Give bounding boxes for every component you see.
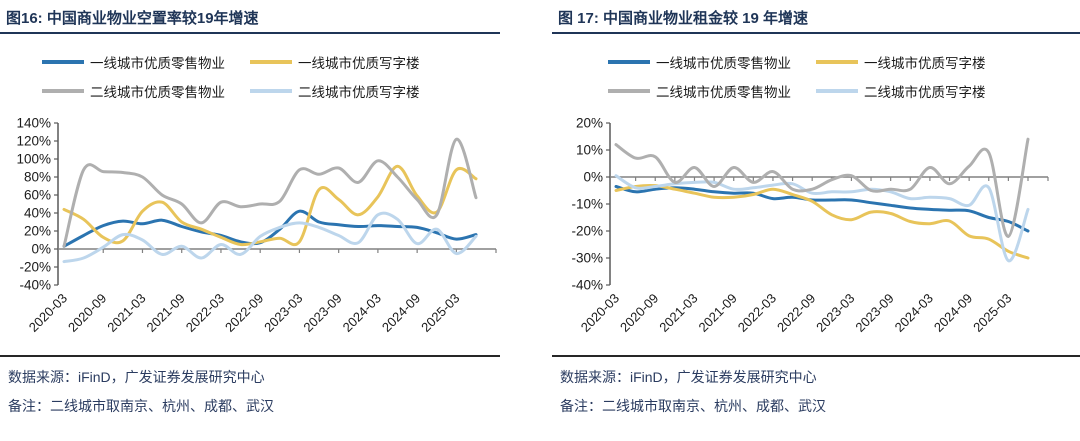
- legend-item-tier2-retail: 二线城市优质零售物业: [608, 81, 816, 101]
- svg-text:-40%: -40%: [571, 278, 603, 293]
- legend-label: 一线城市优质零售物业: [656, 56, 791, 71]
- figure-17-chart: 20%10%0%-10%-20%-30%-40%2020-032020-0920…: [571, 116, 1049, 335]
- svg-text:60%: 60%: [24, 188, 51, 203]
- note-line: 备注：二线城市取南京、杭州、成都、武汉: [560, 398, 826, 414]
- figure-17-title: 图 17: 中国商业物业租金较 19 年增速: [558, 10, 809, 27]
- legend-row: 一线城市优质零售物业 一线城市优质写字楼: [42, 52, 458, 72]
- svg-text:2024-03: 2024-03: [892, 291, 936, 335]
- svg-text:0%: 0%: [583, 170, 603, 185]
- svg-text:2022-09: 2022-09: [774, 291, 818, 335]
- legend-item-tier1-retail: 一线城市优质零售物业: [42, 52, 250, 72]
- svg-text:2025-03: 2025-03: [418, 291, 462, 335]
- legend-label: 二线城市优质写字楼: [864, 85, 986, 100]
- data-source-line: 数据来源：iFinD，广发证券发展研究中心: [8, 369, 265, 385]
- legend-item-tier2-office: 二线城市优质写字楼: [250, 81, 458, 101]
- svg-text:2020-03: 2020-03: [578, 291, 622, 335]
- legend-label: 二线城市优质写字楼: [298, 85, 420, 100]
- figure-17-legend: 一线城市优质零售物业 一线城市优质写字楼 二线城市优质零售物业 二线城市优质写字…: [552, 52, 1080, 101]
- svg-text:-30%: -30%: [571, 251, 603, 266]
- svg-text:2021-09: 2021-09: [143, 291, 187, 335]
- svg-text:2020-09: 2020-09: [617, 291, 661, 335]
- note-line: 备注：二线城市取南京、杭州、成都、武汉: [8, 398, 274, 414]
- tier1-retail-line-swatch: [608, 60, 650, 64]
- svg-text:2022-03: 2022-03: [183, 291, 227, 335]
- legend-row: 二线城市优质零售物业 二线城市优质写字楼: [608, 81, 1024, 101]
- svg-text:-20%: -20%: [571, 224, 603, 239]
- legend-item-tier2-office: 二线城市优质写字楼: [816, 81, 1024, 101]
- svg-text:2021-03: 2021-03: [104, 291, 148, 335]
- tier1-office-line-swatch: [250, 60, 292, 64]
- legend-label: 二线城市优质零售物业: [656, 85, 791, 100]
- svg-text:140%: 140%: [16, 116, 51, 131]
- svg-text:2021-03: 2021-03: [656, 291, 700, 335]
- legend-label: 二线城市优质零售物业: [90, 85, 225, 100]
- title-underline: [0, 32, 500, 34]
- tier2-office-line-swatch: [250, 89, 292, 93]
- legend-item-tier1-office: 一线城市优质写字楼: [250, 52, 458, 72]
- tier1-office-line-swatch: [816, 60, 858, 64]
- svg-text:20%: 20%: [24, 224, 51, 239]
- legend-row: 二线城市优质零售物业 二线城市优质写字楼: [42, 81, 458, 101]
- legend-label: 一线城市优质写字楼: [864, 56, 986, 71]
- legend-item-tier1-retail: 一线城市优质零售物业: [608, 52, 816, 72]
- svg-text:2025-03: 2025-03: [970, 291, 1014, 335]
- svg-text:2024-03: 2024-03: [340, 291, 384, 335]
- legend-row: 一线城市优质零售物业 一线城市优质写字楼: [608, 52, 1024, 72]
- svg-text:10%: 10%: [576, 143, 603, 158]
- legend-label: 一线城市优质写字楼: [298, 56, 420, 71]
- svg-text:2023-09: 2023-09: [852, 291, 896, 335]
- svg-text:2023-03: 2023-03: [261, 291, 305, 335]
- figure-16-panel: 图16: 中国商业物业空置率较19年增速 一线城市优质零售物业 一线城市优质写字…: [0, 0, 500, 416]
- svg-text:2020-09: 2020-09: [65, 291, 109, 335]
- svg-text:40%: 40%: [24, 206, 51, 221]
- svg-text:-40%: -40%: [19, 278, 51, 293]
- legend-item-tier2-retail: 二线城市优质零售物业: [42, 81, 250, 101]
- legend-item-tier1-office: 一线城市优质写字楼: [816, 52, 1024, 72]
- tier2-retail-line-swatch: [608, 89, 650, 93]
- svg-text:0%: 0%: [31, 242, 51, 257]
- svg-text:2020-03: 2020-03: [26, 291, 70, 335]
- footer-divider: [552, 355, 1080, 357]
- svg-text:2022-09: 2022-09: [222, 291, 266, 335]
- figure-16-title: 图16: 中国商业物业空置率较19年增速: [6, 10, 259, 27]
- svg-text:100%: 100%: [16, 152, 51, 167]
- figure-16-legend: 一线城市优质零售物业 一线城市优质写字楼 二线城市优质零售物业 二线城市优质写字…: [0, 52, 500, 101]
- svg-text:2023-09: 2023-09: [300, 291, 344, 335]
- svg-text:120%: 120%: [16, 134, 51, 149]
- title-underline: [552, 32, 1080, 34]
- svg-text:2022-03: 2022-03: [735, 291, 779, 335]
- svg-text:80%: 80%: [24, 170, 51, 185]
- svg-text:2021-09: 2021-09: [695, 291, 739, 335]
- legend-label: 一线城市优质零售物业: [90, 56, 225, 71]
- svg-text:2023-03: 2023-03: [813, 291, 857, 335]
- svg-text:-10%: -10%: [571, 197, 603, 212]
- report-figures-row: 图16: 中国商业物业空置率较19年增速 一线城市优质零售物业 一线城市优质写字…: [0, 0, 1080, 416]
- svg-text:-20%: -20%: [19, 260, 51, 275]
- svg-text:2024-09: 2024-09: [379, 291, 423, 335]
- tier2-office-line-swatch: [816, 89, 858, 93]
- data-source-line: 数据来源：iFinD，广发证券发展研究中心: [560, 369, 817, 385]
- footer-divider: [0, 355, 500, 357]
- figure-16-chart: 140%120%100%80%60%40%20%0%-20%-40%2020-0…: [16, 116, 497, 335]
- tier1-retail-line-swatch: [42, 60, 84, 64]
- figure-17-panel: 图 17: 中国商业物业租金较 19 年增速 一线城市优质零售物业 一线城市优质…: [552, 0, 1080, 416]
- svg-text:20%: 20%: [576, 116, 603, 131]
- svg-text:2024-09: 2024-09: [931, 291, 975, 335]
- tier2-retail-line-swatch: [42, 89, 84, 93]
